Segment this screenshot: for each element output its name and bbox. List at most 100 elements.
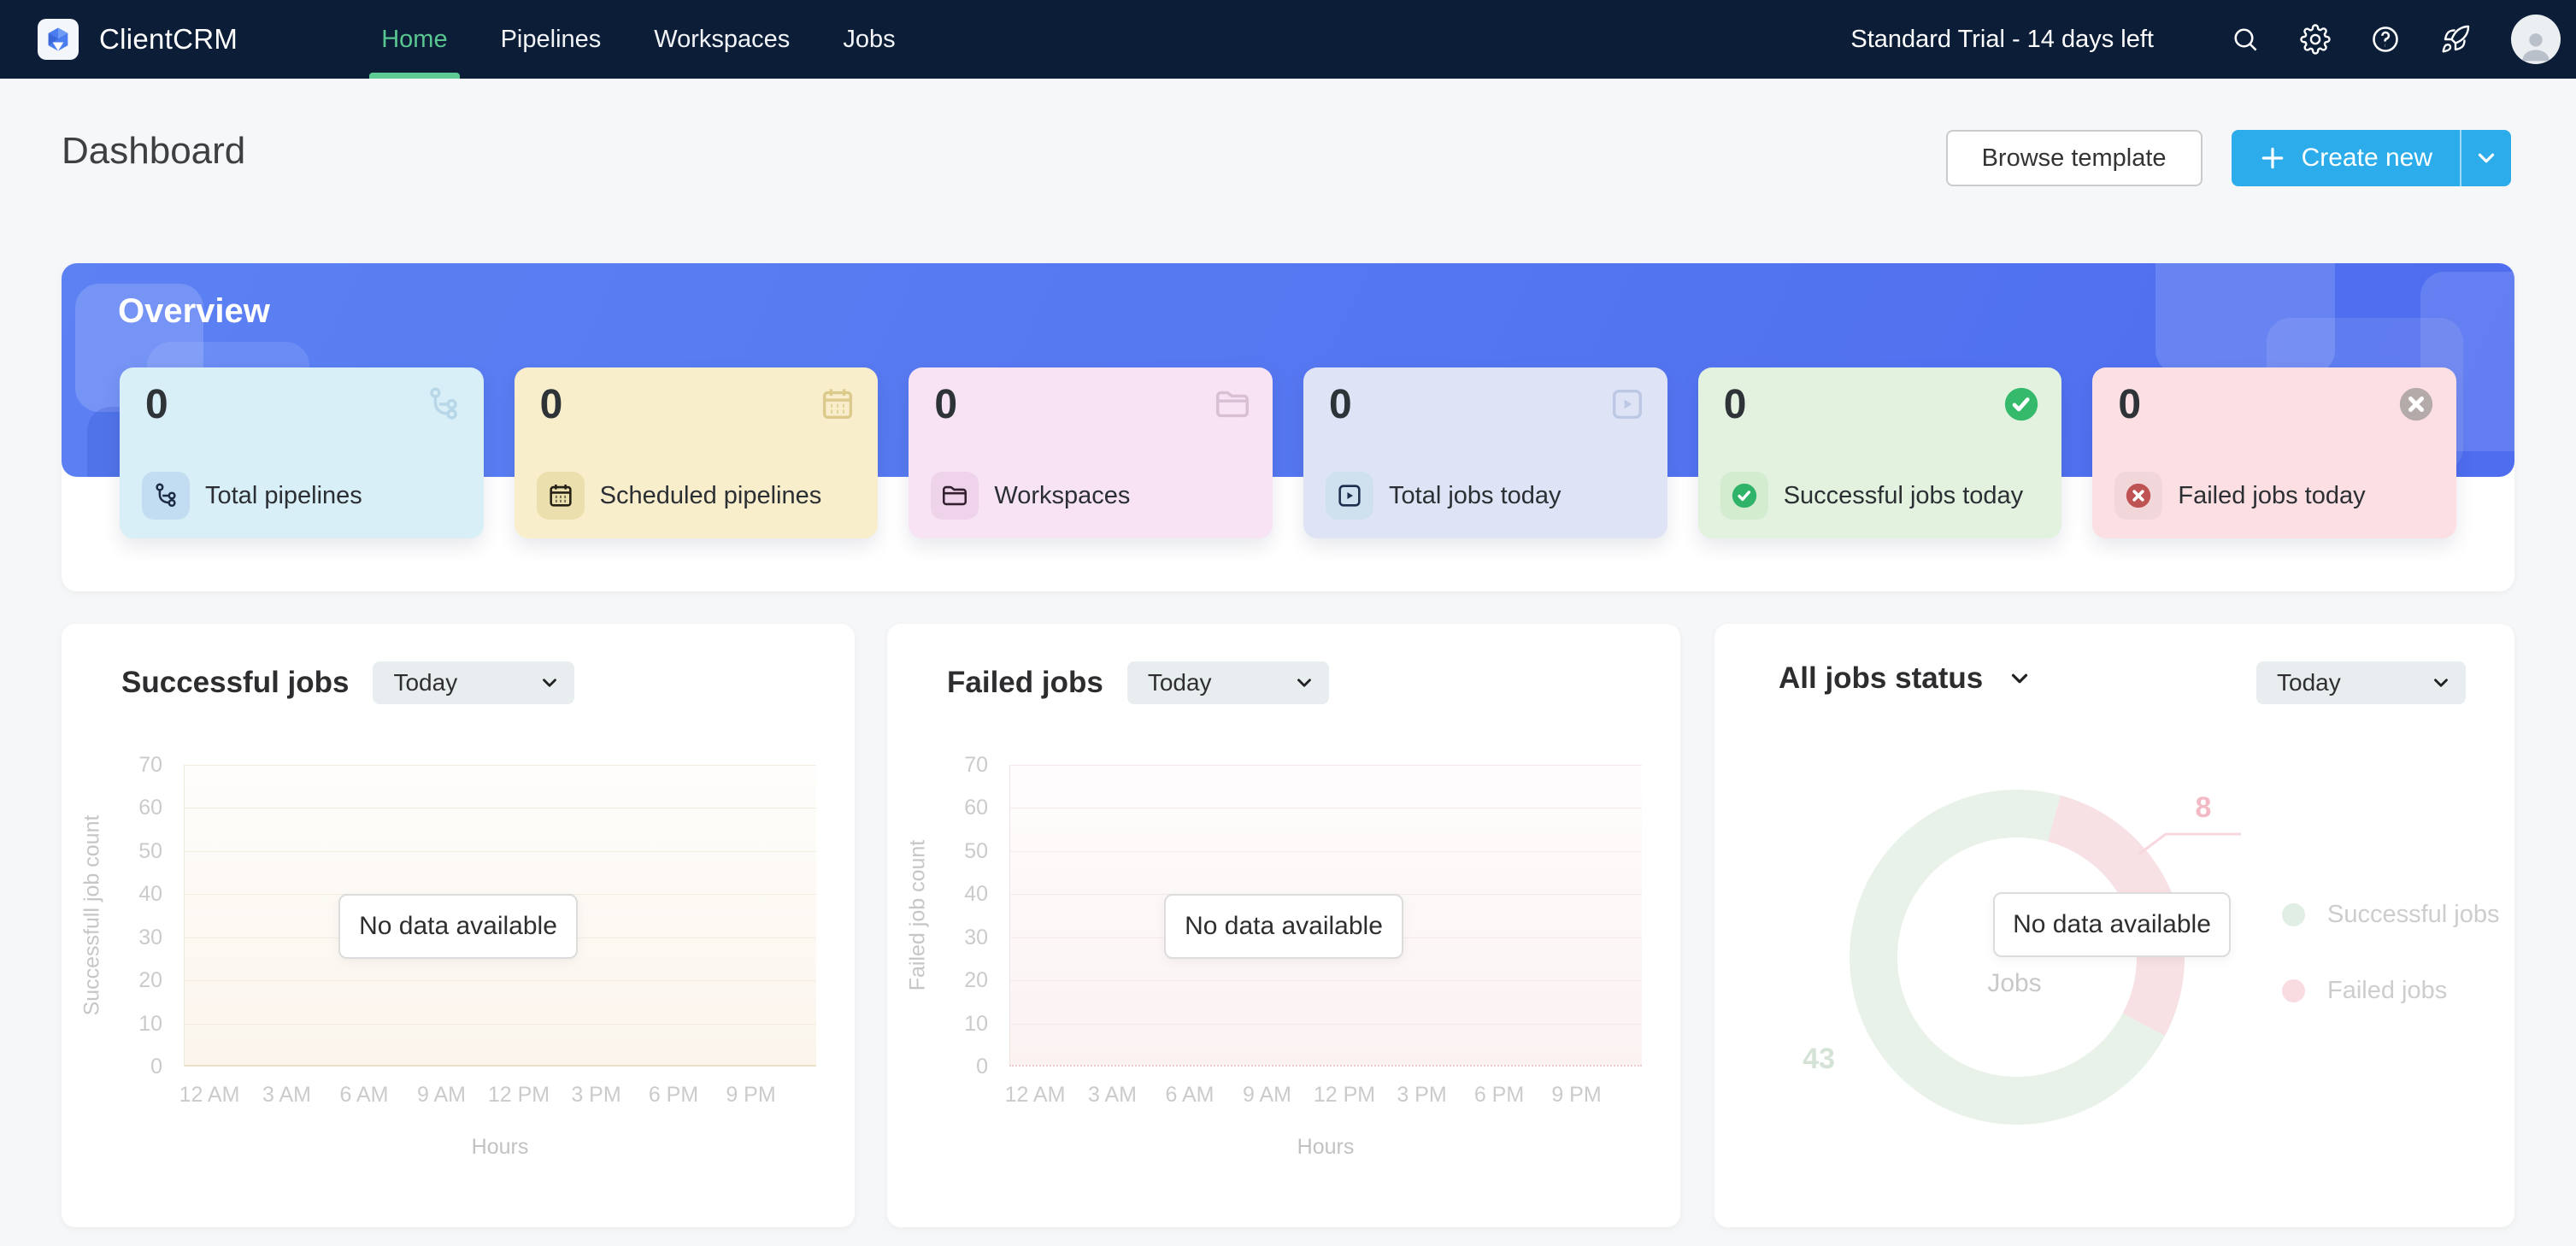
plot-area [1009, 765, 1642, 1067]
y-tick-label: 10 [964, 1011, 988, 1036]
person-icon [2517, 26, 2555, 64]
chart-title: Successful jobs [121, 666, 350, 699]
page-actions: Browse template Create new [1945, 130, 2511, 186]
time-range-value: Today [1147, 669, 1212, 696]
y-tick-label: 10 [138, 1011, 162, 1036]
help-icon[interactable] [2370, 24, 2401, 55]
check-circle-icon [2002, 385, 2041, 424]
y-tick-label: 50 [138, 838, 162, 863]
overview-section: Overview 0 Total pipelines 0 Scheduled p… [62, 263, 2514, 591]
trial-status-text: Standard Trial - 14 days left [1850, 25, 2154, 53]
y-tick-label: 30 [138, 925, 162, 949]
x-tick-label: 3 PM [571, 1083, 621, 1107]
user-avatar[interactable] [2511, 15, 2561, 64]
settings-gear-icon[interactable] [2300, 24, 2331, 55]
chevron-down-icon [1293, 672, 1315, 694]
time-range-dropdown[interactable]: Today [1126, 661, 1329, 704]
chart-title: Failed jobs [947, 666, 1103, 699]
stat-card-scheduled-pipelines: 0 Scheduled pipelines [514, 367, 879, 538]
legend-dot [2282, 979, 2305, 1002]
x-tick-label: 12 AM [179, 1083, 240, 1107]
search-icon[interactable] [2230, 24, 2261, 55]
calendar-icon [536, 472, 585, 520]
legend-label: Successful jobs [2327, 901, 2500, 928]
x-axis-label: Hours [471, 1135, 529, 1159]
time-range-value: Today [2277, 669, 2341, 696]
browse-template-button[interactable]: Browse template [1945, 130, 2203, 186]
failed-jobs-chart-card: Failed jobs Today Failed job count 70 60 5… [887, 624, 1680, 1227]
gridline [1010, 1023, 1642, 1025]
create-new-button[interactable]: Create new [2232, 130, 2460, 186]
x-circle-icon [2114, 472, 2163, 520]
nav-item-home[interactable]: Home [369, 0, 461, 79]
time-range-dropdown[interactable]: Today [373, 661, 575, 704]
legend-item-successful-jobs[interactable]: Successful jobs [2282, 901, 2500, 929]
overview-title: Overview [118, 292, 270, 330]
x-axis-ticks: 12 AM 3 AM 6 AM 9 AM 12 PM 3 PM 6 PM 9 PM [1005, 1083, 1642, 1112]
y-tick-label: 30 [964, 925, 988, 949]
folder-icon [931, 472, 979, 520]
gridline [1010, 980, 1642, 982]
gridline [185, 980, 816, 982]
x-tick-label: 9 AM [1243, 1083, 1291, 1107]
stat-label: Failed jobs today [2178, 481, 2366, 509]
x-tick-label: 3 AM [1088, 1083, 1137, 1107]
y-tick-label: 60 [138, 796, 162, 820]
create-new-label: Create new [2301, 144, 2432, 172]
chevron-down-icon [538, 672, 561, 694]
topbar-right: Standard Trial - 14 days left [1850, 15, 2561, 64]
y-tick-label: 70 [964, 753, 988, 777]
gem-icon [44, 25, 73, 54]
rocket-icon[interactable] [2440, 24, 2471, 55]
all-jobs-status-card: All jobs status Today 8 43 Jobs Successf… [1714, 624, 2514, 1227]
x-tick-label: 12 AM [1004, 1083, 1066, 1107]
time-range-value: Today [393, 669, 458, 696]
create-new-split-button: Create new [2231, 130, 2511, 186]
time-range-dropdown[interactable]: Today [2256, 661, 2466, 704]
legend-label: Failed jobs [2327, 977, 2448, 1004]
stat-label: Workspaces [994, 481, 1131, 509]
gridline [185, 1023, 816, 1025]
stat-value: 0 [145, 382, 168, 427]
donut-legend: Successful jobs Failed jobs [2282, 901, 2500, 1005]
x-tick-label: 3 PM [1397, 1083, 1447, 1107]
stat-label: Scheduled pipelines [599, 481, 822, 509]
chevron-down-icon[interactable] [2007, 666, 2032, 691]
legend-item-failed-jobs[interactable]: Failed jobs [2282, 977, 2500, 1005]
legend-dot [2282, 903, 2305, 926]
pipeline-icon [142, 472, 190, 520]
stat-card-failed-jobs-today: 0 Failed jobs today [2092, 367, 2457, 538]
x-axis-ticks: 12 AM 3 AM 6 AM 9 AM 12 PM 3 PM 6 PM 9 PM [179, 1083, 816, 1112]
stat-label: Total pipelines [205, 481, 362, 509]
gridline [185, 765, 816, 766]
x-tick-label: 12 PM [1313, 1083, 1376, 1107]
y-tick-label: 20 [138, 968, 162, 993]
x-tick-label: 12 PM [487, 1083, 550, 1107]
x-tick-label: 6 AM [1165, 1083, 1214, 1107]
calendar-icon [818, 385, 857, 424]
topbar: ClientCRM Home Pipelines Workspaces Jobs St… [0, 0, 2576, 79]
nav-item-workspaces[interactable]: Workspaces [654, 25, 791, 53]
brand-logo[interactable] [38, 19, 79, 60]
x-tick-label: 6 PM [648, 1083, 699, 1107]
stat-value: 0 [1723, 382, 1747, 427]
pipeline-icon [424, 385, 463, 424]
nav-item-jobs[interactable]: Jobs [843, 25, 896, 53]
gridline [185, 850, 816, 852]
successful-jobs-chart-card: Successful jobs Today Successfull job co… [62, 624, 855, 1227]
create-new-dropdown-button[interactable] [2461, 130, 2511, 186]
chevron-down-icon [2430, 672, 2452, 694]
stat-card-successful-jobs-today: 0 Successful jobs today [1697, 367, 2062, 538]
stat-label: Total jobs today [1389, 481, 1561, 509]
y-tick-label: 0 [976, 1055, 988, 1078]
gridline [1010, 765, 1642, 766]
stat-value: 0 [2118, 382, 2142, 427]
banner-decoration [2155, 263, 2335, 374]
y-axis-ticks: 70 60 50 40 30 20 10 0 [62, 753, 162, 1078]
nav-item-pipelines[interactable]: Pipelines [500, 25, 602, 53]
y-tick-label: 40 [964, 882, 988, 907]
x-tick-label: 3 AM [262, 1083, 311, 1107]
check-circle-icon [1720, 472, 1768, 520]
stat-value: 0 [934, 382, 958, 427]
y-tick-label: 0 [150, 1055, 162, 1078]
